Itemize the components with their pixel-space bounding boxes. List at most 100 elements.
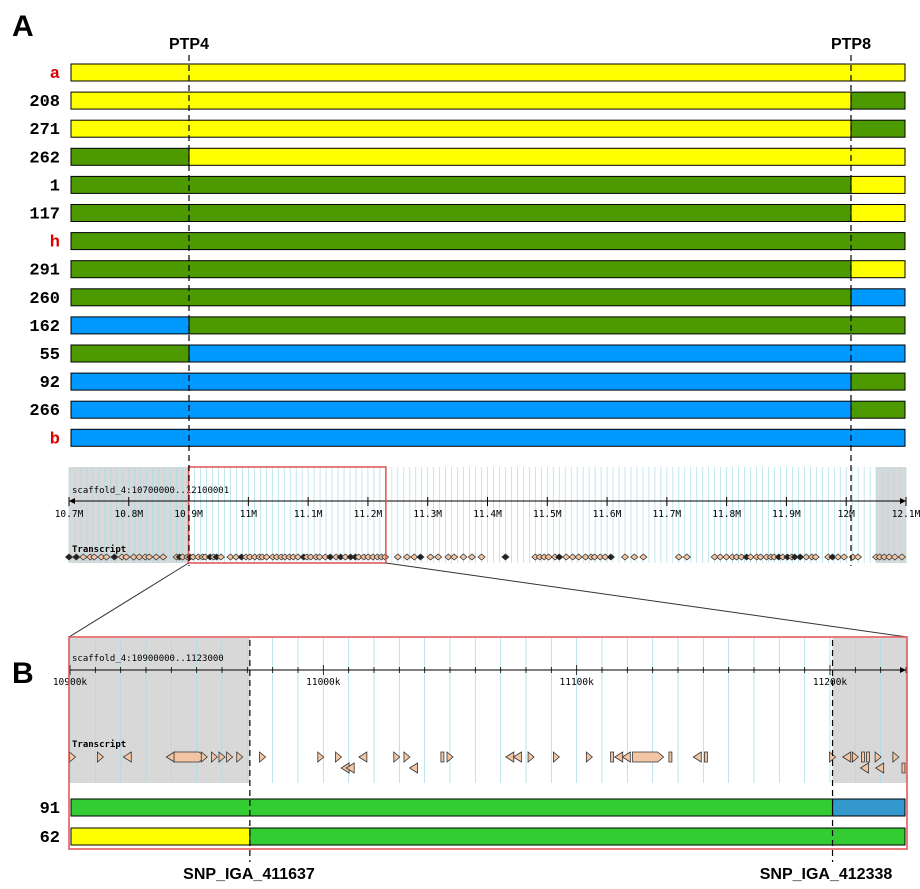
row-label: a bbox=[50, 65, 60, 84]
genotype-segment bbox=[189, 204, 851, 222]
row-label: 62 bbox=[40, 829, 60, 848]
genotype-segment bbox=[189, 401, 851, 419]
genotype-segment bbox=[71, 92, 189, 110]
genotype-segment bbox=[189, 232, 851, 250]
transcript-feature bbox=[408, 762, 418, 774]
transcript-feature bbox=[393, 751, 401, 763]
row-label: h bbox=[50, 234, 60, 253]
transcript-feature bbox=[512, 751, 522, 763]
genotype-segment bbox=[851, 401, 905, 419]
transcript-feature bbox=[874, 762, 885, 774]
zoom-connector-right bbox=[385, 562, 908, 638]
row-label: 262 bbox=[29, 149, 60, 168]
genotype-bar-outline bbox=[70, 428, 906, 447]
genotype-segment bbox=[71, 64, 189, 81]
genotype-segment bbox=[832, 828, 905, 845]
genotype-segment bbox=[71, 799, 250, 816]
transcript-feature bbox=[434, 553, 443, 561]
transcript-feature bbox=[218, 751, 226, 763]
transcript-feature bbox=[200, 751, 208, 763]
genotype-segment bbox=[189, 316, 851, 334]
transcript-feature bbox=[692, 751, 702, 763]
genotype-bar-outline bbox=[70, 400, 906, 419]
browser-b-track-label: Transcript bbox=[72, 739, 126, 750]
genotype-bar-outline bbox=[70, 175, 906, 194]
genotype-segment bbox=[851, 373, 905, 391]
transcript-feature bbox=[668, 751, 673, 763]
genotype-bar-outline bbox=[70, 798, 906, 817]
genotype-bar-outline bbox=[70, 344, 906, 363]
transcript-feature bbox=[874, 751, 882, 763]
genotype-segment bbox=[189, 120, 851, 138]
genotype-segment bbox=[189, 176, 851, 194]
transcript-feature bbox=[358, 751, 368, 763]
tick-label: 11200k bbox=[813, 677, 848, 688]
transcript-feature bbox=[901, 762, 906, 774]
transcript-feature bbox=[606, 553, 615, 561]
row-label: 260 bbox=[29, 290, 60, 309]
tick-label: 11.2M bbox=[354, 509, 383, 520]
transcript-feature bbox=[440, 751, 445, 763]
transcript-feature bbox=[259, 751, 267, 763]
transcript-feature bbox=[630, 553, 639, 561]
transcript-feature bbox=[620, 553, 630, 561]
browser-b-region-label: scaffold_4:10900000..1123000 bbox=[72, 654, 224, 664]
tick-label: 11100k bbox=[560, 677, 595, 688]
genotype-bar-outline bbox=[70, 827, 906, 846]
tick-label: 11.5M bbox=[533, 509, 562, 520]
transcript-feature bbox=[426, 553, 435, 561]
transcript-feature bbox=[403, 751, 411, 763]
genotype-segment bbox=[851, 288, 905, 306]
transcript-feature bbox=[841, 751, 852, 763]
row-label: 271 bbox=[29, 121, 60, 140]
tick-label: 11.8M bbox=[712, 509, 741, 520]
transcript-feature bbox=[416, 553, 425, 561]
genotype-segment bbox=[189, 373, 851, 391]
genotype-segment bbox=[189, 64, 851, 81]
genotype-segment bbox=[189, 429, 851, 447]
genotype-segment bbox=[851, 429, 905, 447]
tick-label: 11.4M bbox=[473, 509, 502, 520]
marker-ptp8-label: PTP8 bbox=[831, 36, 871, 53]
transcript-feature bbox=[226, 751, 234, 763]
transcript-feature bbox=[861, 751, 865, 763]
axis-arrow-right bbox=[900, 667, 906, 673]
tick-label: 10.8M bbox=[114, 509, 143, 520]
transcript-feature bbox=[501, 553, 510, 561]
row-label: 266 bbox=[29, 402, 60, 421]
row-label: 162 bbox=[29, 318, 60, 337]
genotype-segment bbox=[851, 120, 905, 138]
genotype-segment bbox=[71, 204, 189, 222]
genotype-bar-outline bbox=[70, 63, 906, 82]
genotype-segment bbox=[851, 232, 905, 250]
transcript-feature bbox=[703, 751, 708, 763]
transcript-feature bbox=[459, 553, 468, 561]
genotype-bar-outline bbox=[70, 260, 906, 279]
transcript-feature bbox=[159, 553, 168, 561]
transcript-feature bbox=[613, 751, 624, 763]
transcript-feature bbox=[585, 751, 593, 763]
transcript-feature bbox=[553, 751, 561, 763]
genotype-rows-panel-a: a 208 271 262 1 117 h 291 260 162 55 92 266 b bbox=[29, 63, 906, 449]
tick-label: 11.7M bbox=[653, 509, 682, 520]
genotype-bar-outline bbox=[70, 119, 906, 138]
genotype-segment bbox=[71, 260, 189, 278]
genotype-segment bbox=[71, 176, 189, 194]
tick-label: 11.1M bbox=[294, 509, 323, 520]
genotype-segment bbox=[851, 148, 905, 166]
transcript-feature bbox=[467, 553, 477, 561]
genotype-segment bbox=[71, 148, 189, 166]
transcript-feature bbox=[450, 553, 459, 561]
genotype-bar-outline bbox=[70, 204, 906, 222]
genotype-segment bbox=[71, 288, 189, 306]
row-label: b bbox=[50, 430, 60, 449]
genotype-segment bbox=[71, 373, 189, 391]
genotype-bar-outline bbox=[70, 316, 906, 335]
transcript-feature bbox=[853, 553, 863, 561]
genotype-bar-outline bbox=[70, 288, 906, 307]
transcript-feature bbox=[102, 553, 111, 561]
transcript-feature bbox=[211, 751, 219, 763]
axis-arrow-left bbox=[69, 498, 75, 504]
transcript-feature bbox=[393, 553, 402, 561]
transcript-feature bbox=[477, 553, 486, 561]
